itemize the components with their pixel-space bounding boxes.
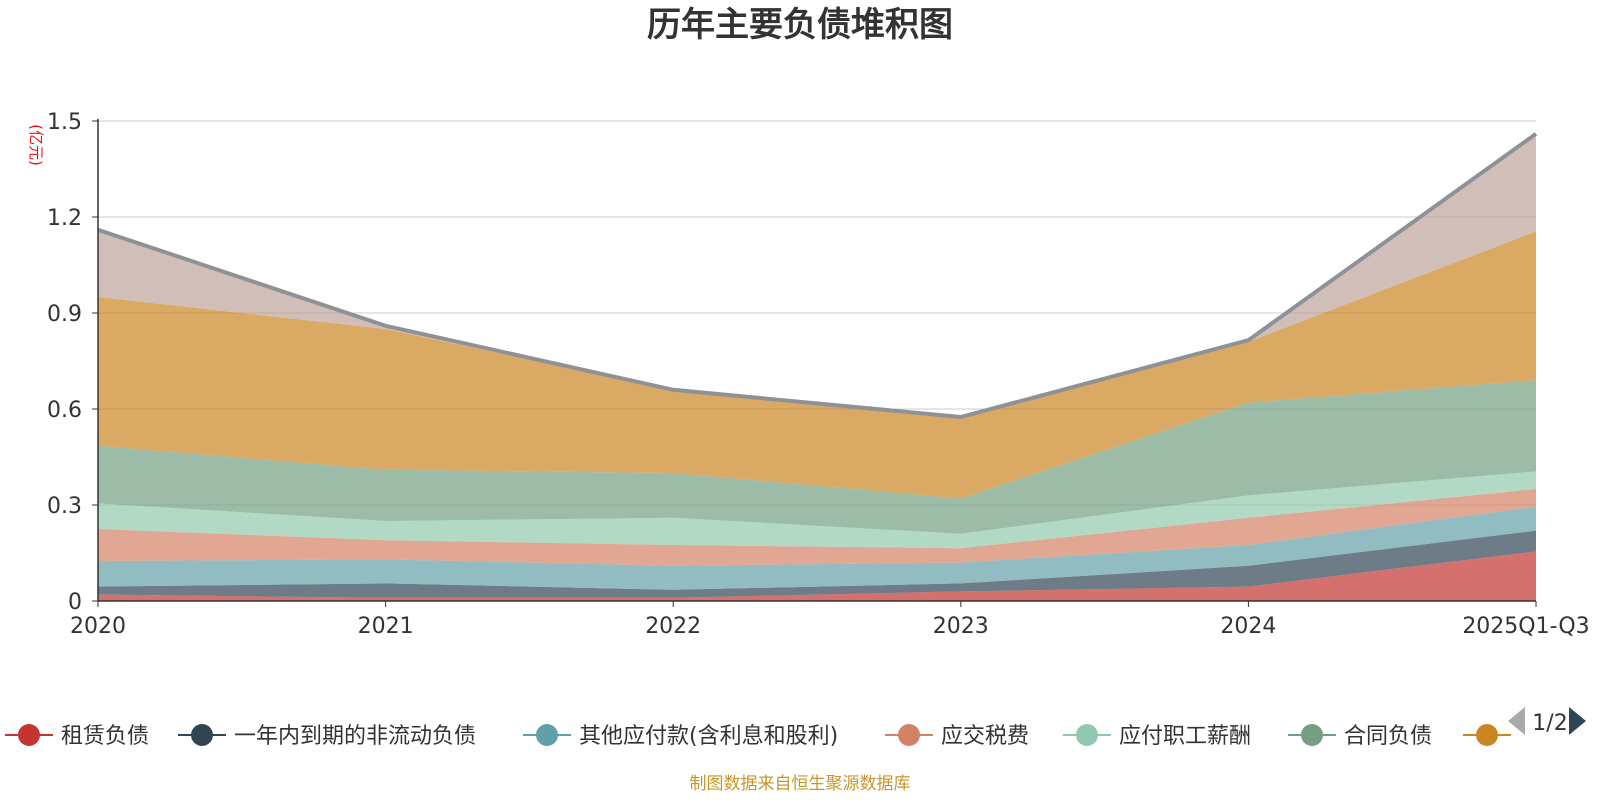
legend-label: 一年内到期的非流动负债 — [234, 724, 476, 749]
legend-marker-icon — [536, 724, 558, 746]
area-series-6[interactable] — [98, 380, 1536, 534]
legend-item[interactable] — [1463, 724, 1511, 746]
total-line[interactable] — [97, 132, 1538, 420]
y-axis-unit-label: (亿元) — [27, 124, 45, 166]
legend-prev-page-icon[interactable] — [1508, 707, 1525, 735]
area-series-2[interactable] — [98, 530, 1536, 598]
y-tick-label: 1.5 — [47, 110, 82, 135]
legend-next-page-icon[interactable] — [1569, 707, 1586, 735]
legend-page-indicator: 1/2 — [1532, 711, 1567, 736]
area-series-7[interactable] — [98, 231, 1536, 499]
legend-marker-icon — [191, 724, 213, 746]
y-tick-label: 0.3 — [47, 494, 82, 519]
area-series-3[interactable] — [98, 506, 1536, 590]
legend-pager: 1/2 — [1508, 707, 1586, 736]
legend-item[interactable]: 应付职工薪酬 — [1063, 724, 1251, 749]
legend-marker-icon — [1476, 724, 1498, 746]
area-series-1[interactable] — [98, 551, 1536, 601]
y-tick-label: 0.9 — [47, 302, 82, 327]
y-tick-label: 0 — [68, 590, 82, 615]
area-series-4[interactable] — [98, 489, 1536, 566]
x-tick-label: 2023 — [933, 614, 989, 639]
legend-item[interactable]: 租赁负债 — [5, 724, 149, 749]
axes — [92, 119, 1537, 607]
legend-marker-icon — [1301, 724, 1323, 746]
legend-label: 合同负债 — [1344, 724, 1432, 749]
source-note: 制图数据来自恒生聚源数据库 — [690, 774, 911, 794]
legend-marker-icon — [898, 724, 920, 746]
legend-item[interactable]: 合同负债 — [1288, 724, 1432, 749]
legend-label: 应交税费 — [941, 724, 1029, 749]
x-tick-label: 2024 — [1220, 614, 1276, 639]
legend-label: 租赁负债 — [61, 724, 149, 749]
chart-title: 历年主要负债堆积图 — [647, 5, 953, 45]
x-tick-label: 2025Q1-Q3 — [1462, 614, 1589, 639]
y-tick-label: 0.6 — [47, 398, 82, 423]
x-tick-label: 2021 — [358, 614, 414, 639]
legend-marker-icon — [1076, 724, 1098, 746]
legend-item[interactable]: 一年内到期的非流动负债 — [178, 724, 476, 749]
legend-marker-icon — [18, 724, 40, 746]
area-series-5[interactable] — [98, 471, 1536, 549]
legend-label: 其他应付款(含利息和股利) — [579, 724, 838, 749]
x-tick-label: 2022 — [645, 614, 701, 639]
legend-item[interactable]: 其他应付款(含利息和股利) — [523, 724, 838, 749]
x-tick-label: 2020 — [70, 614, 126, 639]
legend: 租赁负债 一年内到期的非流动负债 其他应付款(含利息和股利) 应交税费 应付职工薪酬 合同… — [5, 724, 1511, 749]
legend-label: 应付职工薪酬 — [1119, 724, 1251, 749]
area-series — [97, 132, 1538, 601]
y-tick-label: 1.2 — [47, 206, 82, 231]
tick-labels: 0 0.3 0.6 0.9 1.2 1.5 2020 2021 2022 2023 2024 2025… — [47, 110, 1590, 639]
legend-item[interactable]: 应交税费 — [885, 724, 1029, 749]
